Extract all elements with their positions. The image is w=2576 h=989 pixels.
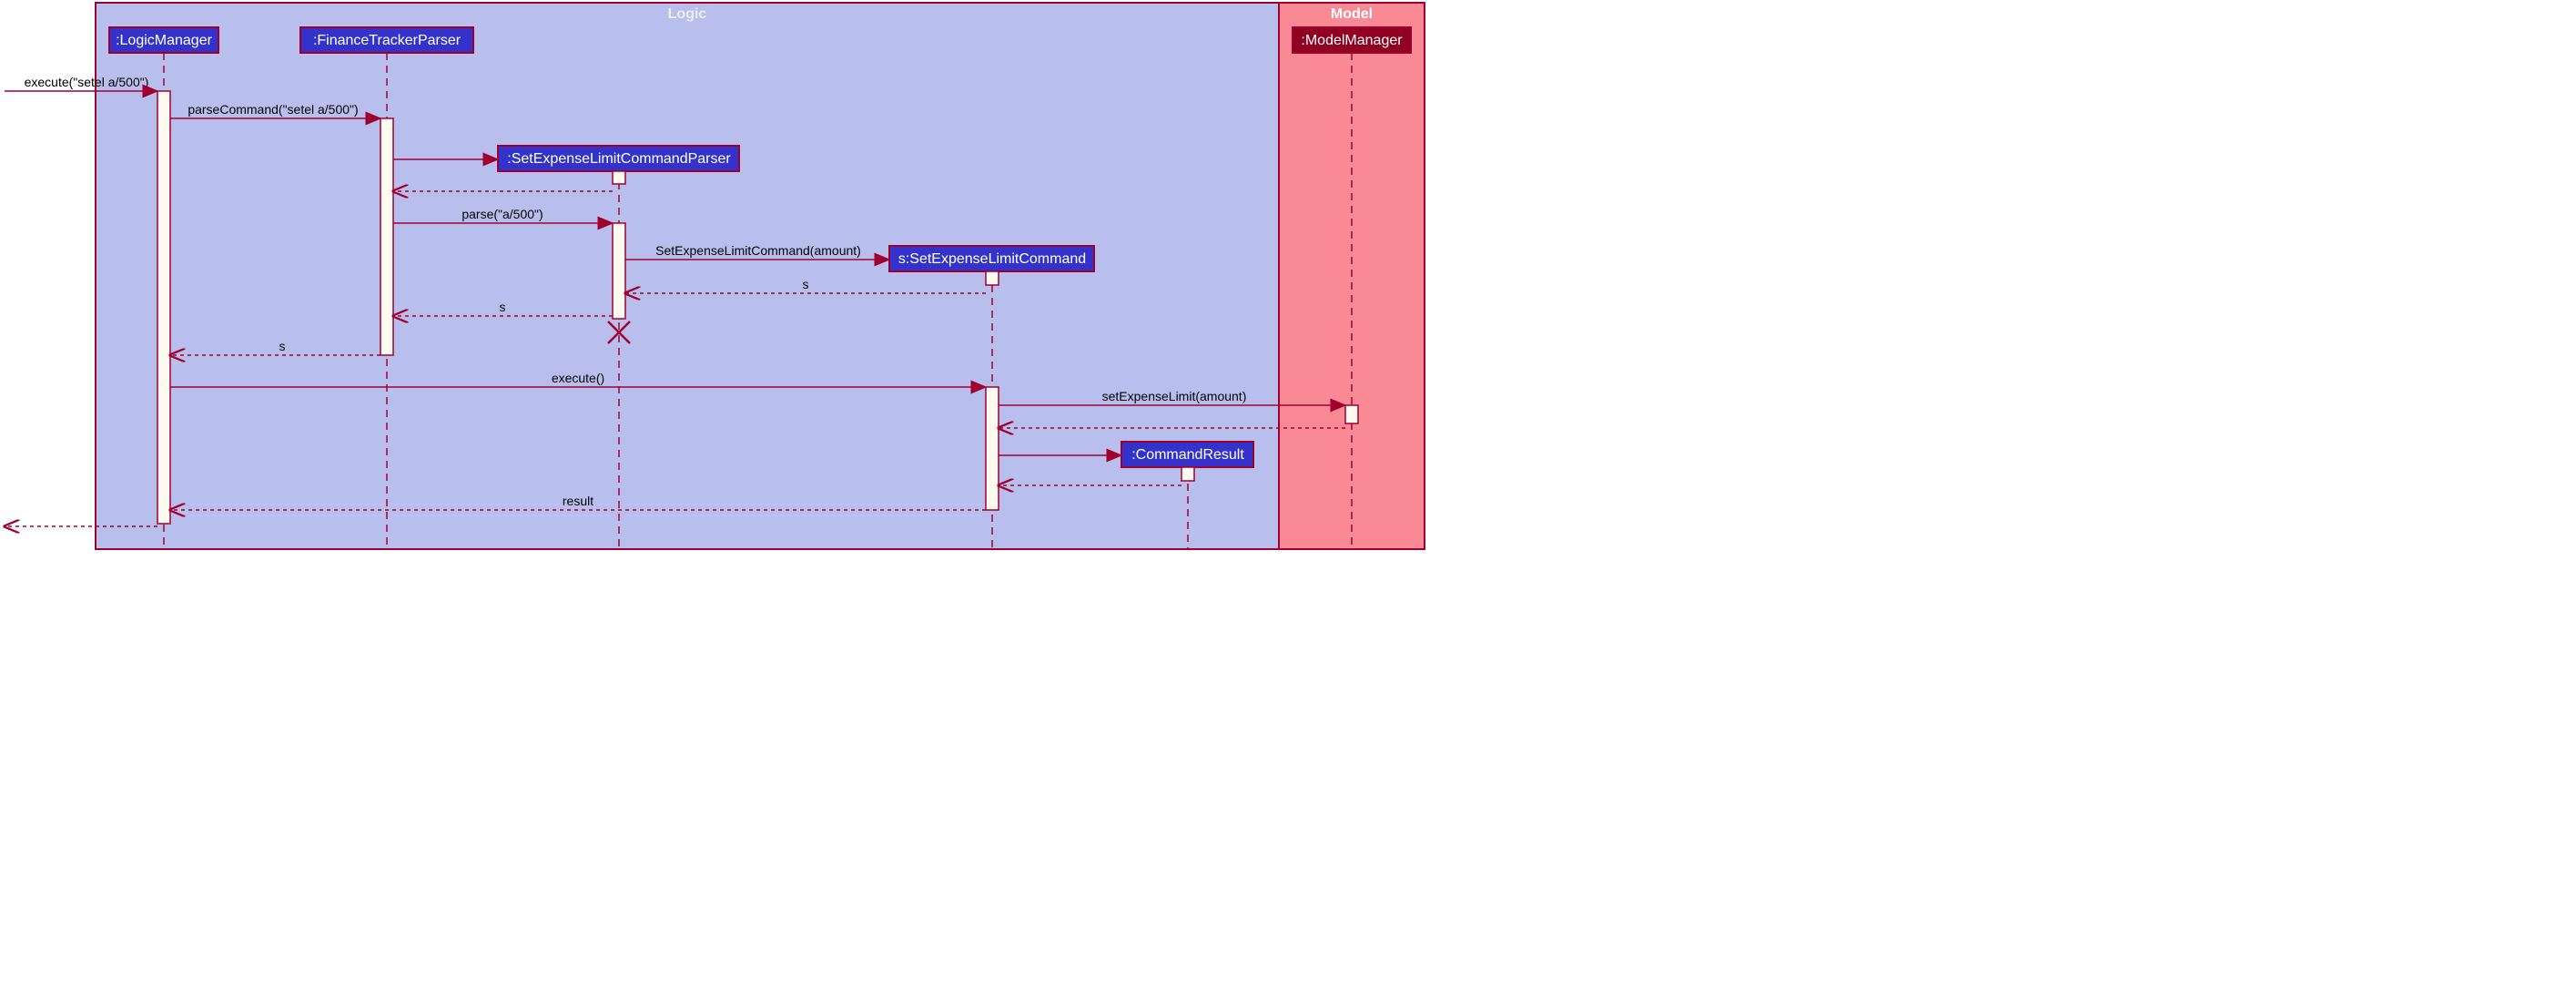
lm-activation xyxy=(157,91,170,524)
msg-execute2: execute() xyxy=(552,371,604,385)
logic-region xyxy=(96,3,1279,549)
cr-label: :CommandResult xyxy=(1131,447,1244,463)
logic-region-label: Logic xyxy=(668,6,707,22)
sequence-diagram: Logic Model :LogicManager :FinanceTracke… xyxy=(0,0,1429,556)
ret-s1: s xyxy=(803,277,809,291)
ret-s2: s xyxy=(500,300,506,314)
logicmanager-label: :LogicManager xyxy=(116,33,213,48)
msg-parsecommand: parseCommand("setel a/500") xyxy=(188,102,358,117)
selc-label: s:SetExpenseLimitCommand xyxy=(898,251,1086,267)
msg-parse: parse("a/500") xyxy=(461,207,543,221)
modelmanager-label: :ModelManager xyxy=(1301,33,1403,48)
msg-selc: SetExpenseLimitCommand(amount) xyxy=(655,243,861,258)
ret-result: result xyxy=(563,494,593,508)
mm-act xyxy=(1345,405,1358,423)
msg-execute: execute("setel a/500") xyxy=(25,75,149,89)
model-region-label: Model xyxy=(1331,6,1373,22)
selc-act1 xyxy=(986,271,999,285)
selcp-act1 xyxy=(613,171,625,184)
cr-act xyxy=(1182,467,1194,481)
selcp-act2 xyxy=(613,223,625,319)
ftp-activation xyxy=(380,118,393,355)
msg-sel: setExpenseLimit(amount) xyxy=(1102,389,1247,403)
selc-act2 xyxy=(986,387,999,510)
selcp-label: :SetExpenseLimitCommandParser xyxy=(507,151,731,167)
ftp-label: :FinanceTrackerParser xyxy=(313,33,461,48)
ret-s3: s xyxy=(279,339,286,353)
